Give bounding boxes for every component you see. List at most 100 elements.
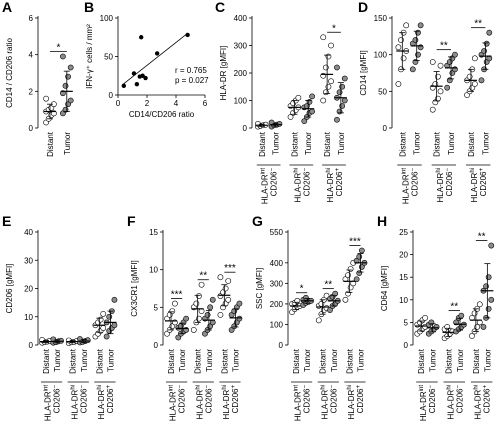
significance-label: * xyxy=(300,284,304,295)
group-label: Distant xyxy=(467,131,476,157)
subset-sup: + xyxy=(335,168,341,172)
subset-name: CD206 xyxy=(106,388,115,413)
subset-name: CD206 xyxy=(270,171,279,196)
group-label: Distant xyxy=(95,348,104,374)
subset-sup: − xyxy=(178,385,184,389)
subset-sup: hi xyxy=(293,168,299,173)
data-point xyxy=(100,325,107,331)
data-point xyxy=(415,51,421,58)
data-point xyxy=(428,319,435,326)
subset-name: CD206 xyxy=(303,388,312,413)
y-tick-label: 5 xyxy=(404,318,409,327)
data-point xyxy=(334,116,340,123)
data-point xyxy=(476,301,483,308)
data-point xyxy=(67,97,74,104)
y-tick-label: 25 xyxy=(399,228,408,237)
group-label: Distant xyxy=(258,131,267,157)
subset-label: CD206− xyxy=(53,385,62,414)
y-tick-label: 10 xyxy=(399,296,408,305)
data-point xyxy=(488,296,495,303)
subset-sup: − xyxy=(428,385,434,389)
significance-label: ** xyxy=(324,280,332,291)
group-label: Tumor xyxy=(232,349,241,372)
subset-label: HLA-DRhi xyxy=(470,168,479,202)
subset-sup: − xyxy=(411,168,417,172)
subset-sup: − xyxy=(302,168,308,172)
data-point xyxy=(217,311,224,318)
subset-name: CD206 xyxy=(53,388,62,413)
group-label: Tumor xyxy=(481,132,490,155)
panel-label: F xyxy=(127,213,136,229)
subset-sup: + xyxy=(479,168,485,172)
data-point xyxy=(356,270,363,276)
subset-label: CD206− xyxy=(411,168,420,197)
significance-label: *** xyxy=(224,263,236,274)
y-axis-label: CX3CR1 [gMFI] xyxy=(130,260,139,316)
subset-name: HLA-DR xyxy=(70,389,79,419)
subset-label: HLA-DRhi xyxy=(70,385,79,419)
data-point xyxy=(50,336,57,343)
data-point xyxy=(466,73,473,80)
subset-sup: − xyxy=(445,168,451,172)
subset-label: HLA-DRint xyxy=(261,168,270,204)
data-point xyxy=(469,333,475,339)
group-label: Distant xyxy=(69,348,78,374)
data-point xyxy=(332,290,339,297)
data-point xyxy=(429,106,436,113)
subset-sup: hi xyxy=(97,385,103,390)
subset-label: HLA-DRhi xyxy=(436,168,445,202)
subset-label: HLA-DRhi xyxy=(326,168,335,202)
data-point xyxy=(458,312,465,319)
y-tick-label: 0 xyxy=(279,341,284,350)
y-tick-label: 100 xyxy=(100,14,114,23)
data-point xyxy=(169,308,176,314)
subset-name: HLA-DR xyxy=(402,174,411,204)
group-label: Tumor xyxy=(456,349,465,372)
data-point xyxy=(334,64,340,71)
y-tick-label: 15 xyxy=(149,228,158,237)
subset-label: HLA-DRhi xyxy=(222,385,231,419)
subset-label: HLA-DRhi xyxy=(320,385,329,419)
data-point xyxy=(478,77,485,84)
data-point xyxy=(341,97,348,104)
data-point xyxy=(100,311,107,317)
y-tick-label: 0 xyxy=(404,341,409,350)
y-tick-label: 0 xyxy=(29,124,34,133)
y-tick-label: 10 xyxy=(149,266,158,275)
data-point xyxy=(435,73,441,80)
subset-name: HLA-DR xyxy=(293,172,302,202)
data-point xyxy=(97,316,104,323)
annotation: p = 0.027 xyxy=(175,76,209,85)
data-point xyxy=(485,274,492,281)
data-point xyxy=(77,336,83,342)
subset-label: CD206+ xyxy=(479,168,488,197)
group-label: Distant xyxy=(290,131,299,157)
subset-label: CD206+ xyxy=(335,168,344,197)
subset-sup: int xyxy=(169,385,175,392)
data-point xyxy=(190,327,197,333)
data-point xyxy=(328,42,334,49)
data-point xyxy=(481,48,487,54)
subset-name: CD206 xyxy=(428,388,437,413)
significance-label: * xyxy=(332,23,336,34)
data-point xyxy=(488,242,495,249)
data-point xyxy=(154,51,160,56)
data-point xyxy=(225,296,232,303)
data-point xyxy=(198,281,205,288)
data-point xyxy=(429,59,436,65)
group-label: Distant xyxy=(319,348,328,374)
panel-label: B xyxy=(84,0,94,15)
data-point xyxy=(395,44,402,51)
subset-label: CD206− xyxy=(302,168,311,197)
subset-sup: − xyxy=(204,385,210,389)
subset-name: HLA-DR xyxy=(474,389,483,419)
data-point xyxy=(320,34,327,41)
data-point xyxy=(328,78,334,85)
data-point xyxy=(143,75,148,81)
subset-label: CD206+ xyxy=(483,385,492,414)
subset-label: HLA-DRint xyxy=(44,385,53,421)
subset-label: CD206− xyxy=(329,385,338,414)
data-point xyxy=(325,53,332,60)
group-label: Tumor xyxy=(205,349,214,372)
y-tick-label: 0 xyxy=(383,124,388,133)
